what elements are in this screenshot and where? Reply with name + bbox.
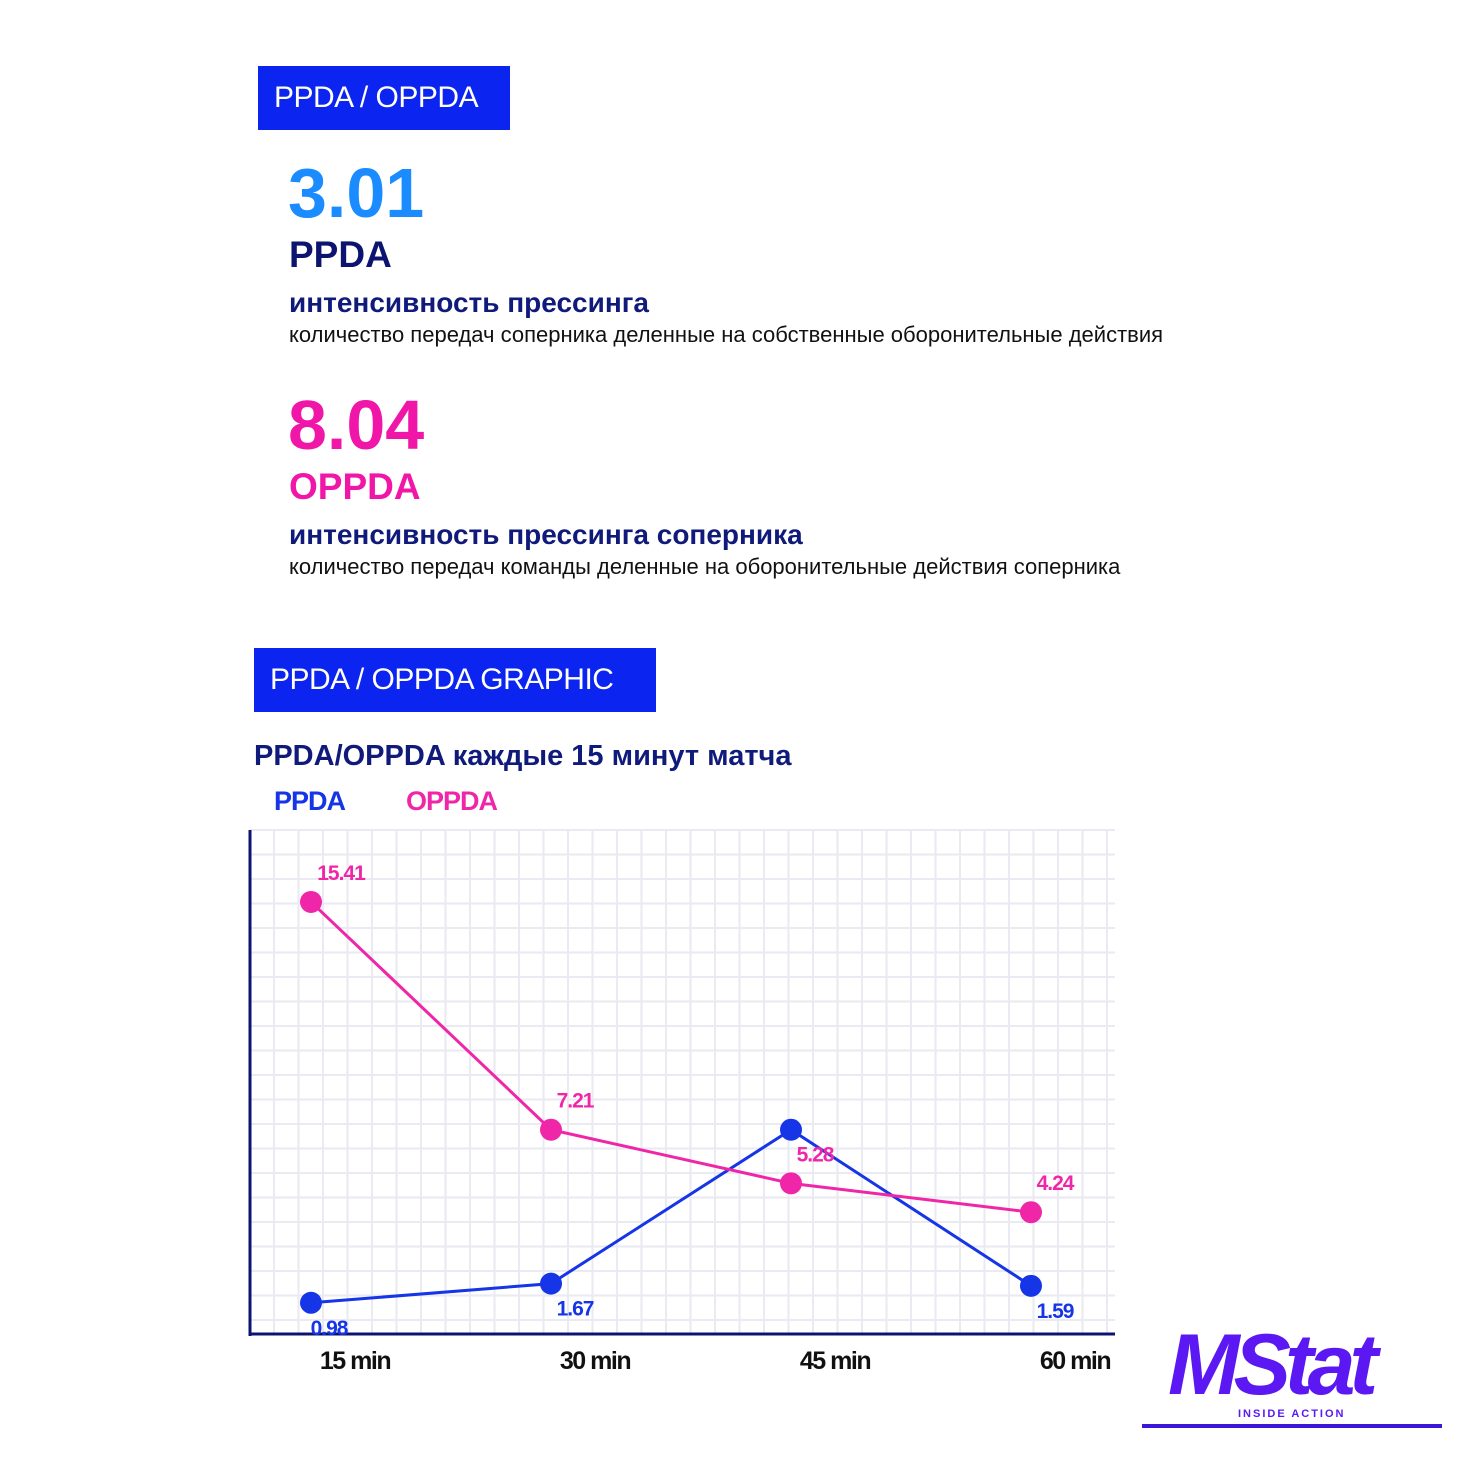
line-chart: 15 min 30 min 45 min 60 min 0.98 1.67 1.59 15.4… [248,829,1115,1375]
logo-text: MStat [1168,1317,1378,1413]
oppda-description: количество передач команды деленные на о… [289,554,1121,579]
ppda-point [300,1291,322,1314]
oppda-point [300,890,322,913]
ppda-name: PPDA [289,234,392,275]
oppda-point [1020,1201,1042,1224]
oppda-point [540,1118,562,1141]
section-label-ppda-oppda: PPDA / OPPDA [258,66,510,130]
ppda-data-label: 0.98 [311,1317,349,1340]
x-tick-label: 15 min [320,1347,390,1375]
legend-ppda: PPDA [274,786,346,816]
x-tick-label: 60 min [1040,1347,1110,1375]
oppda-name: OPPDA [289,466,421,507]
oppda-data-label: 7.21 [557,1090,595,1113]
ppda-point [540,1272,562,1295]
oppda-data-label: 4.24 [1037,1172,1075,1195]
ppda-point [1020,1274,1042,1297]
ppda-point [780,1118,802,1141]
x-tick-label: 30 min [560,1347,630,1375]
logo-tagline: INSIDE ACTION [1238,1408,1346,1420]
chart-title: PPDA/OPPDA каждые 15 минут матча [254,740,792,772]
oppda-data-label: 15.41 [317,862,366,885]
ppda-line [310,1127,1032,1305]
oppda-title: интенсивность прессинга соперника [289,519,803,550]
oppda-line [309,900,1032,1214]
oppda-value: 8.04 [288,386,425,464]
section-label-graphic: PPDA / OPPDA GRAPHIC [254,648,656,712]
ppda-title: интенсивность прессинга [289,287,649,318]
legend-oppda: OPPDA [406,786,498,816]
logo-underline [1142,1424,1442,1428]
mstat-logo: MStat INSIDE ACTION [1140,1317,1442,1432]
x-tick-label: 45 min [800,1347,870,1375]
ppda-data-label: 1.67 [557,1298,594,1321]
oppda-point [780,1172,802,1195]
ppda-value: 3.01 [288,154,425,232]
ppda-data-label: 1.59 [1037,1300,1074,1323]
ppda-description: количество передач соперника деленные на… [289,322,1164,347]
oppda-data-label: 5.28 [797,1143,835,1166]
